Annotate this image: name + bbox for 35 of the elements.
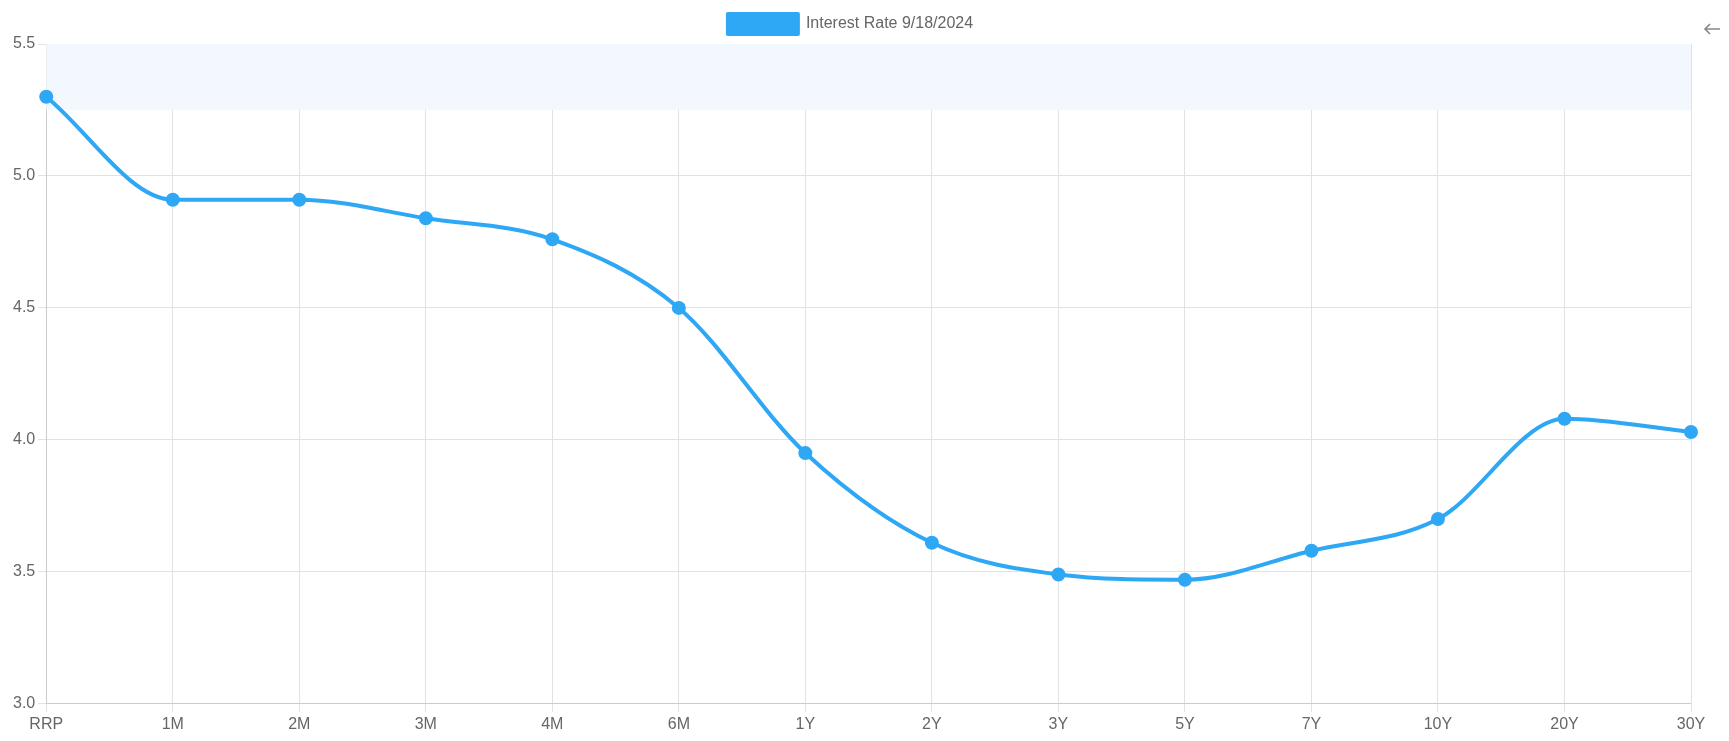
- point: [1557, 411, 1572, 426]
- y-tick-label: 4.5: [12, 298, 36, 316]
- point: [545, 232, 560, 247]
- point: [292, 192, 307, 207]
- x-tick-label: 20Y: [1550, 714, 1580, 732]
- point: [39, 89, 54, 104]
- x-tick-label: 4M: [541, 714, 564, 732]
- x-tick-label: 1M: [161, 714, 184, 732]
- x-tick-label: 2M: [288, 714, 311, 732]
- legend-label: Interest Rate 9/18/2024: [805, 14, 974, 32]
- x-tick-label: 3Y: [1048, 714, 1069, 732]
- x-tick-label: 6M: [667, 714, 690, 732]
- x-tick-label: 3M: [414, 714, 437, 732]
- point: [165, 192, 180, 207]
- x-tick-label: 2Y: [922, 714, 942, 732]
- x-tick-label: 7Y: [1301, 714, 1322, 732]
- point: [1684, 424, 1698, 439]
- point: [924, 535, 939, 550]
- y-tick-label: 4.0: [12, 430, 36, 448]
- point: [1430, 512, 1445, 527]
- y-tick-label: 5.5: [12, 34, 36, 52]
- x-tick-label: RRP: [29, 714, 64, 732]
- x-tick-label: 1Y: [795, 714, 816, 732]
- y-tick-label: 3.5: [12, 562, 36, 580]
- y-tick-label: 5.0: [12, 166, 36, 184]
- point: [1051, 567, 1066, 582]
- point: [671, 300, 686, 315]
- point: [1177, 572, 1192, 587]
- y-tick-label: 3.0: [12, 694, 36, 712]
- x-tick-label: 5Y: [1175, 714, 1196, 732]
- point: [418, 211, 433, 226]
- point: [1304, 543, 1319, 558]
- x-tick-label: 10Y: [1423, 714, 1453, 732]
- x-tick-label: 30Y: [1676, 714, 1706, 732]
- point: [798, 446, 813, 461]
